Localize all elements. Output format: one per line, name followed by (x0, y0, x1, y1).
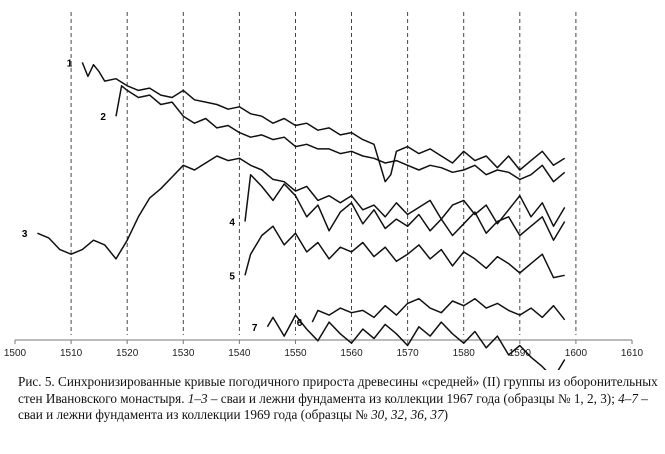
vertical-grid-lines (70, 12, 577, 335)
series-1-line (81, 62, 566, 183)
series-5-label: 5 (229, 271, 235, 282)
x-tick-label-1500: 1500 (4, 348, 27, 359)
caption-text-part-4: ) (443, 407, 449, 422)
series-4-line (244, 173, 566, 241)
series-lines (37, 62, 566, 370)
caption-range-1: 1–3 (187, 390, 208, 406)
series-6-label: 6 (297, 318, 303, 329)
x-tick-label-1530: 1530 (172, 348, 195, 359)
x-tick-label-1570: 1570 (397, 348, 420, 359)
figure-caption: Рис. 5. Синхронизированные кривые погоди… (18, 374, 658, 424)
x-tick-label-1550: 1550 (284, 348, 307, 359)
x-tick-label-1580: 1580 (453, 348, 476, 359)
caption-text-part-2: – сваи и лежни фундамента из коллекции 1… (207, 390, 619, 406)
x-axis-ticks: 1500 1510 1520 1530 1540 1550 1560 1570 1580 1590… (4, 340, 644, 359)
series-2-label: 2 (100, 112, 106, 123)
caption-figure-label: Рис. 5. (18, 374, 55, 389)
x-tick-label-1510: 1510 (60, 348, 83, 359)
series-7-line (266, 314, 566, 370)
x-tick-label-1540: 1540 (228, 348, 251, 359)
series-1-label: 1 (67, 58, 73, 69)
caption-text-part-3: – сваи и лежни фундамента из коллекции 1… (18, 390, 648, 423)
series-labels: 1 2 3 4 5 6 7 (22, 58, 303, 333)
caption-text-part-1: Синхронизированные кривые погодичного пр… (18, 374, 658, 406)
x-tick-label-1520: 1520 (116, 348, 139, 359)
series-2-line (115, 85, 566, 183)
series-3-label: 3 (22, 229, 28, 240)
x-tick-label-1560: 1560 (340, 348, 363, 359)
chart-area: 1500 1510 1520 1530 1540 1550 1560 1570 1580 1590… (4, 12, 644, 370)
x-tick-label-1610: 1610 (621, 348, 644, 359)
series-6-line (311, 297, 566, 323)
series-3-line (37, 155, 566, 260)
caption-sample-numbers: 30, 32, 36, 37 (371, 407, 444, 422)
series-5-line (244, 225, 565, 279)
series-4-label: 4 (229, 217, 235, 228)
x-tick-label-1600: 1600 (565, 348, 588, 359)
caption-range-2: 4–7 (618, 390, 638, 406)
series-7-label: 7 (252, 323, 258, 334)
x-tick-label-1590: 1590 (509, 348, 532, 359)
